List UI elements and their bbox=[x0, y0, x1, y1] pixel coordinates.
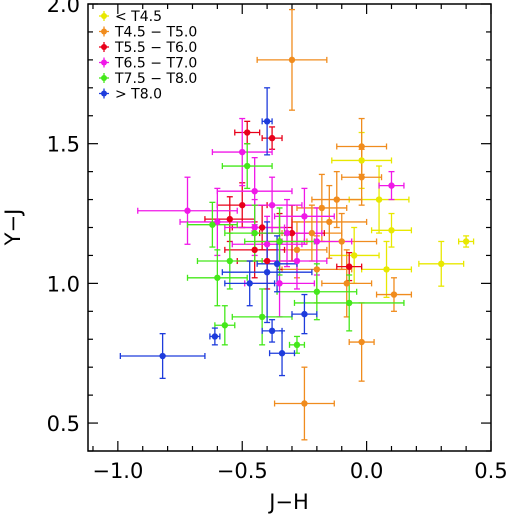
data-point bbox=[438, 260, 445, 268]
data-point bbox=[239, 148, 246, 156]
data-point bbox=[278, 350, 286, 357]
data-point bbox=[318, 204, 326, 212]
axis-ticks-layer: −1.0 −0.5 0.0 0.5 0.5 1.0 1.5 2.0 bbox=[47, 0, 508, 483]
data-points-layer bbox=[159, 56, 470, 407]
data-point bbox=[288, 56, 296, 64]
data-point bbox=[273, 260, 281, 268]
data-point bbox=[358, 157, 365, 164]
data-point bbox=[301, 400, 308, 407]
data-point bbox=[263, 257, 271, 265]
y-axis-title: Y−J bbox=[1, 209, 25, 247]
y-tick-label: 2.0 bbox=[47, 0, 80, 17]
data-point bbox=[346, 299, 353, 307]
legend-label: > T8.0 bbox=[115, 87, 162, 103]
data-point bbox=[338, 238, 345, 245]
data-point bbox=[246, 280, 253, 287]
data-point bbox=[288, 229, 296, 237]
data-point bbox=[258, 224, 266, 231]
legend-marker bbox=[101, 59, 107, 66]
legend-label: T4.5 − T5.0 bbox=[114, 25, 197, 41]
data-point bbox=[226, 215, 233, 223]
data-point bbox=[326, 218, 333, 226]
data-point bbox=[375, 196, 383, 203]
legend-label: T5.5 − T6.0 bbox=[114, 40, 197, 56]
legend-marker bbox=[101, 75, 107, 81]
x-tick-label: 0.0 bbox=[350, 459, 383, 483]
data-point bbox=[268, 327, 276, 335]
data-point bbox=[184, 207, 191, 214]
data-point bbox=[221, 322, 229, 329]
legend: < T4.5T4.5 − T5.0T5.5 − T6.0T6.5 − T7.0T… bbox=[99, 9, 197, 103]
data-point bbox=[388, 227, 395, 234]
data-point bbox=[301, 310, 308, 318]
data-point bbox=[263, 269, 271, 276]
data-point bbox=[301, 213, 308, 220]
x-tick-label: −0.5 bbox=[217, 459, 268, 483]
data-point bbox=[214, 218, 221, 226]
data-point bbox=[313, 238, 321, 245]
data-point bbox=[358, 143, 365, 150]
legend-label: < T4.5 bbox=[115, 9, 162, 25]
data-point bbox=[258, 313, 266, 321]
data-point bbox=[358, 174, 365, 181]
data-point bbox=[308, 229, 316, 237]
data-point bbox=[313, 288, 321, 295]
data-point bbox=[211, 333, 219, 340]
data-point bbox=[251, 246, 258, 254]
data-point bbox=[209, 221, 216, 228]
data-point bbox=[244, 162, 251, 170]
legend-label: T7.5 − T8.0 bbox=[114, 71, 197, 87]
y-tick-label: 1.5 bbox=[47, 133, 80, 157]
data-point bbox=[276, 238, 283, 245]
data-point bbox=[383, 266, 390, 273]
legend-marker bbox=[101, 13, 107, 19]
data-point bbox=[251, 187, 258, 195]
data-point bbox=[333, 196, 340, 203]
legend-marker bbox=[101, 44, 107, 50]
data-point bbox=[388, 182, 395, 189]
data-point bbox=[390, 291, 398, 298]
data-point bbox=[346, 263, 353, 270]
data-point bbox=[293, 246, 301, 254]
data-point bbox=[159, 352, 166, 360]
y-tick-label: 0.5 bbox=[47, 412, 80, 436]
data-point bbox=[244, 129, 251, 136]
data-point bbox=[293, 257, 301, 265]
data-point bbox=[350, 252, 358, 259]
y-tick-label: 1.0 bbox=[47, 272, 80, 296]
data-point bbox=[283, 229, 291, 237]
data-point bbox=[226, 257, 233, 265]
data-point bbox=[251, 229, 258, 237]
data-point bbox=[276, 280, 283, 287]
data-point bbox=[313, 266, 321, 273]
data-point bbox=[239, 201, 246, 209]
data-point bbox=[293, 341, 301, 349]
x-tick-label: −1.0 bbox=[92, 459, 143, 483]
data-point bbox=[251, 224, 258, 231]
legend-marker bbox=[101, 90, 107, 97]
data-point bbox=[263, 241, 271, 248]
data-point bbox=[358, 338, 365, 346]
legend-marker bbox=[101, 28, 107, 35]
x-axis-title: J−H bbox=[267, 490, 309, 514]
data-point bbox=[343, 280, 350, 287]
data-point bbox=[268, 134, 276, 142]
data-point bbox=[214, 274, 221, 281]
data-point bbox=[268, 201, 276, 209]
data-point bbox=[263, 118, 271, 125]
x-tick-label: 0.5 bbox=[474, 459, 507, 483]
legend-label: T6.5 − T7.0 bbox=[114, 56, 197, 72]
data-point bbox=[462, 238, 470, 245]
